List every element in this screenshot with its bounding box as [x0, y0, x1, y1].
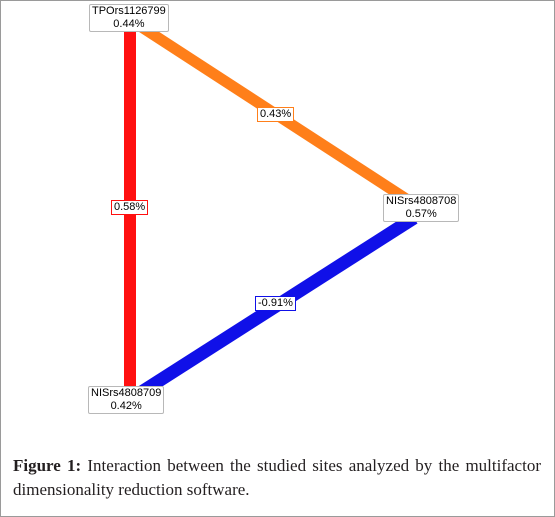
edge-label-tpo-nis8: 0.43% — [257, 107, 295, 122]
node-nisrs4808709: NISrs4808709 0.42% — [88, 386, 165, 414]
interaction-graph — [124, 21, 418, 399]
node-value: 0.42% — [110, 400, 142, 412]
node-name: NISrs4808709 — [91, 387, 162, 399]
node-name: NISrs4808708 — [386, 195, 457, 207]
caption-text: Interaction between the studied sites an… — [13, 456, 541, 499]
edge-label-nis9-nis8: -0.91% — [255, 296, 296, 311]
node-nisrs4808708: NISrs4808708 0.57% — [383, 194, 460, 222]
node-tpors1126799: TPOrs1126799 0.44% — [89, 4, 169, 32]
edge-label-tpo-nis9: 0.58% — [111, 200, 149, 215]
node-value: 0.57% — [405, 208, 437, 220]
node-name: TPOrs1126799 — [92, 5, 166, 17]
caption-label: Figure 1: — [13, 456, 82, 475]
figure-caption: Figure 1: Interaction between the studie… — [13, 454, 541, 502]
node-value: 0.44% — [113, 18, 145, 30]
